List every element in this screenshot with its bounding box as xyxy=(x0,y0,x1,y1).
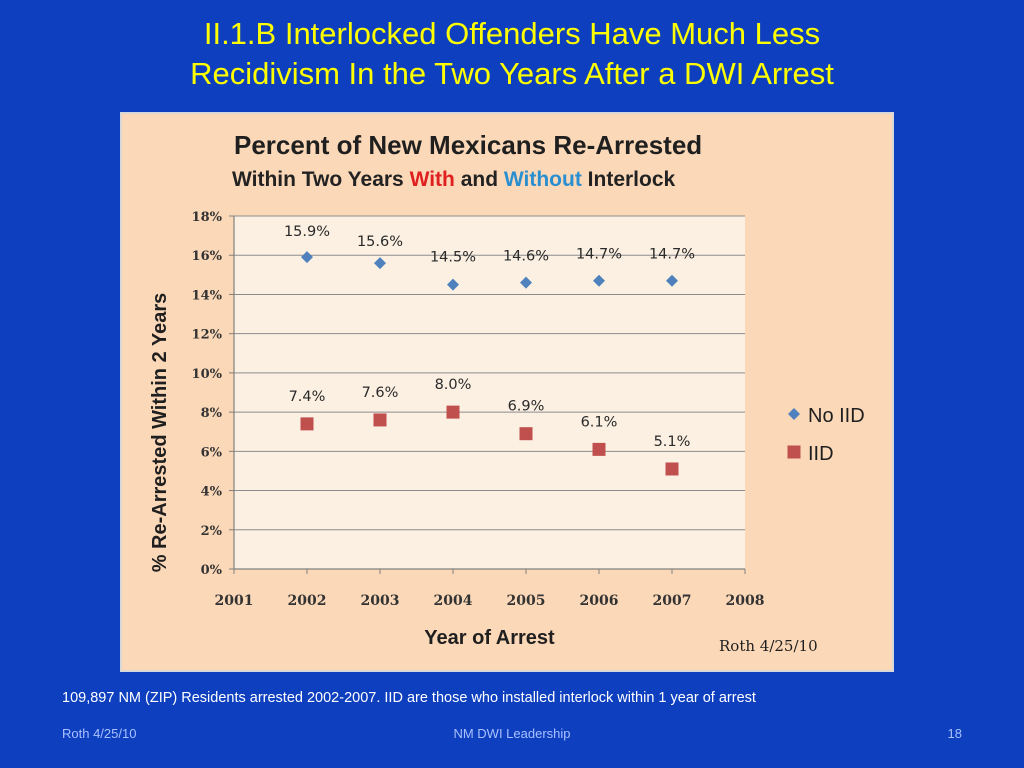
footer-organization: NM DWI Leadership xyxy=(453,726,571,741)
iid-point xyxy=(446,405,460,419)
slide-title: II.1.B Interlocked Offenders Have Much L… xyxy=(0,14,1024,94)
y-tick-label: 14% xyxy=(192,288,223,303)
x-tick-label: 2007 xyxy=(653,593,692,609)
no-iid-point xyxy=(301,251,313,264)
slide-number: 18 xyxy=(947,726,962,741)
y-tick-label: 8% xyxy=(201,406,223,421)
y-tick-label: 2% xyxy=(201,524,223,539)
no-iid-data-label: 15.6% xyxy=(357,234,403,250)
y-tick-label: 10% xyxy=(192,367,223,382)
chart-subtitle-part: Without xyxy=(504,168,582,191)
x-tick-label: 2005 xyxy=(507,593,546,609)
x-tick-label: 2006 xyxy=(580,593,619,609)
no-iid-point xyxy=(666,274,678,287)
x-tick-label: 2008 xyxy=(726,593,765,609)
x-tick-label: 2002 xyxy=(288,593,327,609)
no-iid-data-label: 14.7% xyxy=(649,247,695,263)
iid-data-label: 7.6% xyxy=(362,385,399,401)
y-tick-label: 4% xyxy=(201,485,223,500)
iid-point xyxy=(373,413,387,427)
chart-title: Percent of New Mexicans Re-Arrested xyxy=(234,130,702,160)
chart-panel: Percent of New Mexicans Re-Arrested Withi… xyxy=(120,112,894,672)
y-axis-title: % Re-Arrested Within 2 Years xyxy=(149,293,171,573)
slide-title-line-2: Recidivism In the Two Years After a DWI … xyxy=(190,56,834,91)
chart-subtitle-part: Within Two Years xyxy=(232,168,410,191)
legend-iid-label: IID xyxy=(808,443,834,465)
y-tick-label: 16% xyxy=(192,249,223,264)
iid-data-label: 6.9% xyxy=(508,399,545,415)
no-iid-data-label: 14.6% xyxy=(503,249,549,265)
no-iid-point xyxy=(374,257,386,270)
y-tick-label: 0% xyxy=(201,563,223,578)
iid-data-label: 8.0% xyxy=(435,377,472,393)
legend-no-iid-marker xyxy=(788,408,800,420)
iid-data-label: 6.1% xyxy=(581,414,618,430)
x-tick-label: 2003 xyxy=(361,593,400,609)
no-iid-data-label: 15.9% xyxy=(284,224,330,240)
plot-area xyxy=(234,216,745,569)
no-iid-point xyxy=(593,274,605,287)
iid-data-label: 7.4% xyxy=(289,389,326,405)
iid-point xyxy=(665,462,679,476)
no-iid-data-label: 14.7% xyxy=(576,247,622,263)
legend-no-iid-label: No IID xyxy=(808,405,865,427)
chart-subtitle-part: Interlock xyxy=(582,168,676,191)
re-arrest-chart: Percent of New Mexicans Re-Arrested Withi… xyxy=(149,130,865,655)
y-tick-label: 18% xyxy=(192,210,223,225)
chart-subtitle: Within Two Years With and Without Interl… xyxy=(232,168,676,191)
no-iid-data-label: 14.5% xyxy=(430,250,476,266)
y-tick-label: 12% xyxy=(192,328,223,343)
no-iid-point xyxy=(520,276,532,289)
footer-author-date: Roth 4/25/10 xyxy=(62,726,137,741)
iid-point xyxy=(592,442,606,456)
slide-title-line-1: II.1.B Interlocked Offenders Have Much L… xyxy=(203,16,821,51)
iid-point xyxy=(519,427,533,441)
x-tick-label: 2001 xyxy=(215,593,254,609)
chart-subtitle-part: With xyxy=(410,168,455,191)
footnote: 109,897 NM (ZIP) Residents arrested 2002… xyxy=(62,690,756,706)
no-iid-point xyxy=(447,278,459,291)
x-axis-title: Year of Arrest xyxy=(424,627,555,649)
x-tick-label: 2004 xyxy=(434,593,473,609)
chart-subtitle-part: and xyxy=(455,168,504,191)
chart-annotation: Roth 4/25/10 xyxy=(719,637,818,655)
iid-point xyxy=(300,417,314,431)
iid-data-label: 5.1% xyxy=(654,434,691,450)
legend-iid-marker xyxy=(787,445,801,459)
y-tick-label: 6% xyxy=(201,445,223,460)
